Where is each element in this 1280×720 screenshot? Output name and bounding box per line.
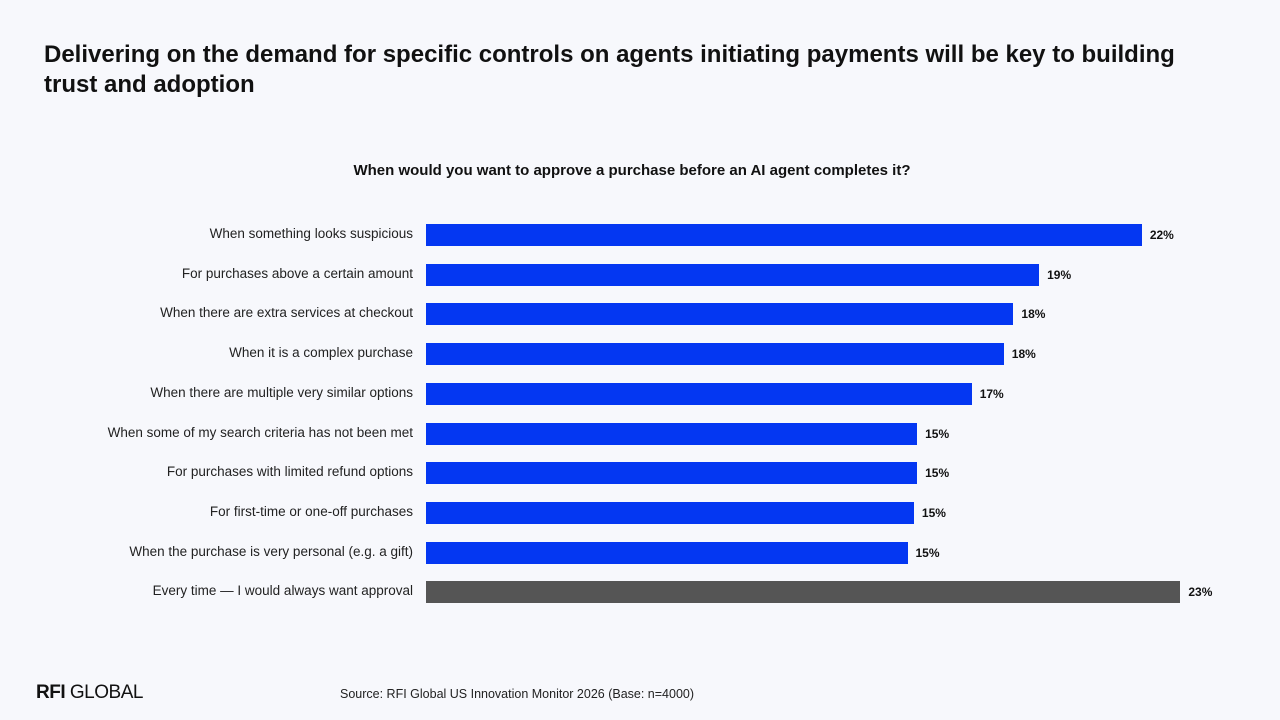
bar	[426, 581, 1181, 604]
category-label: When the purchase is very personal (e.g.…	[129, 543, 413, 559]
chart-row: When it is a complex purchase 18%	[0, 333, 1280, 373]
bar-value-label: 15%	[915, 545, 940, 560]
category-label: For first-time or one-off purchases	[209, 503, 413, 519]
bar	[426, 541, 908, 564]
bar-value-label: 15%	[921, 505, 946, 520]
slide-title: Delivering on the demand for specific co…	[44, 41, 1175, 98]
category-label: When some of my search criteria has not …	[107, 424, 413, 440]
chart-row: When the purchase is very personal (e.g.…	[0, 532, 1280, 572]
bar	[426, 263, 1040, 286]
bar-value-label: 15%	[925, 426, 950, 441]
bar	[426, 224, 1142, 246]
rfi-global-logo: RFI GLOBAL	[36, 681, 143, 705]
bar	[426, 382, 972, 405]
chart-row: For first-time or one-off purchases 15%	[0, 492, 1280, 532]
bar-value-label: 15%	[925, 466, 950, 481]
logo-regular-text: GLOBAL	[69, 682, 144, 703]
category-label: When something looks suspicious	[209, 226, 413, 241]
bar-value-label: 19%	[1047, 267, 1072, 282]
chart-row: Every time — I would always want approva…	[0, 571, 1280, 611]
chart-row: When something looks suspicious 22%	[0, 214, 1280, 254]
bar	[426, 501, 914, 524]
chart-row: For purchases above a certain amount 19%	[0, 254, 1280, 294]
bar-value-label: 18%	[1021, 307, 1046, 322]
bar-value-label: 18%	[1011, 347, 1036, 362]
source-note: Source: RFI Global US Innovation Monitor…	[340, 687, 695, 701]
chart-row: For purchases with limited refund option…	[0, 452, 1280, 492]
category-label: Every time — I would always want approva…	[152, 583, 413, 599]
category-label: For purchases above a certain amount	[181, 265, 413, 281]
bar-value-label: 22%	[1149, 228, 1174, 242]
logo-bold-text: RFI	[36, 682, 66, 703]
category-label: When it is a complex purchase	[229, 345, 413, 361]
category-label: When there are extra services at checkou…	[160, 305, 413, 321]
bar	[426, 343, 1004, 366]
category-label: For purchases with limited refund option…	[166, 464, 413, 480]
chart-title: When would you want to approve a purchas…	[353, 162, 911, 179]
bar-chart: When something looks suspicious 22% For pu…	[0, 214, 1280, 614]
bar	[426, 462, 918, 485]
category-label: When there are multiple very similar opt…	[150, 384, 413, 400]
bar	[426, 422, 918, 445]
chart-row: When there are extra services at checkou…	[0, 293, 1280, 333]
chart-row: When some of my search criteria has not …	[0, 413, 1280, 453]
bar-value-label: 23%	[1188, 585, 1213, 600]
chart-row: When there are multiple very similar opt…	[0, 373, 1280, 413]
bar	[426, 303, 1014, 326]
bar-value-label: 17%	[979, 386, 1004, 401]
